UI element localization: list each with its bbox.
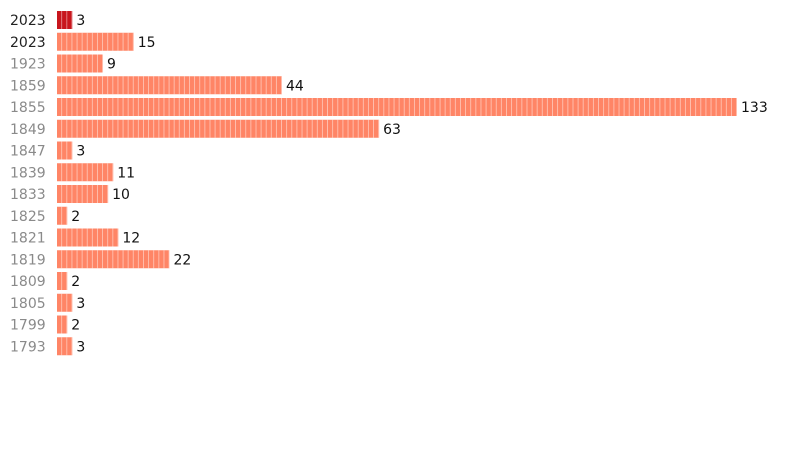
value-label: 9	[107, 57, 116, 73]
value-label: 12	[122, 231, 140, 247]
value-label: 22	[173, 252, 191, 268]
value-label: 3	[76, 339, 85, 355]
y-tick-label: 1923	[10, 57, 46, 73]
value-label: 2	[71, 318, 80, 334]
bar-stripes	[57, 32, 134, 51]
y-tick-label: 1793	[10, 339, 46, 355]
bar-stripes	[57, 76, 282, 95]
y-tick-label: 1825	[10, 209, 46, 225]
bar-stripes	[57, 315, 68, 334]
y-tick-label: 1855	[10, 100, 46, 116]
y-tick-label: 1833	[10, 187, 46, 203]
value-label: 3	[76, 144, 85, 160]
value-label: 2	[71, 209, 80, 225]
y-tick-label: 1809	[10, 274, 46, 290]
value-label: 10	[112, 187, 130, 203]
value-label: 44	[286, 78, 304, 94]
value-label: 133	[741, 100, 768, 116]
value-label: 15	[138, 35, 156, 51]
bar-stripes	[57, 11, 73, 29]
bar-stripes	[57, 141, 73, 160]
y-tick-label: 1849	[10, 122, 46, 138]
value-label: 11	[117, 165, 135, 181]
y-tick-label: 1805	[10, 296, 46, 312]
bar-stripes	[57, 98, 737, 116]
bar-stripes	[57, 54, 104, 73]
bar-stripes	[57, 185, 109, 203]
y-tick-label: 2023	[10, 13, 46, 29]
bar-stripes	[57, 272, 68, 290]
value-label: 2	[71, 274, 80, 290]
y-tick-label: 1839	[10, 165, 46, 181]
value-label: 3	[76, 13, 85, 29]
bar-stripes	[57, 337, 73, 356]
bar-stripes	[57, 293, 73, 312]
bar-stripes	[57, 250, 170, 269]
y-tick-label: 2023	[10, 35, 46, 51]
bar-stripes	[57, 228, 119, 247]
y-tick-label: 1859	[10, 78, 46, 94]
y-tick-label: 1847	[10, 144, 46, 160]
bar-stripes	[57, 119, 380, 138]
value-label: 63	[383, 122, 401, 138]
bar-stripes	[57, 163, 114, 182]
y-tick-label: 1819	[10, 252, 46, 268]
value-label: 3	[76, 296, 85, 312]
bar-stripes	[57, 206, 68, 225]
y-tick-label: 1821	[10, 231, 46, 247]
y-tick-label: 1799	[10, 318, 46, 334]
